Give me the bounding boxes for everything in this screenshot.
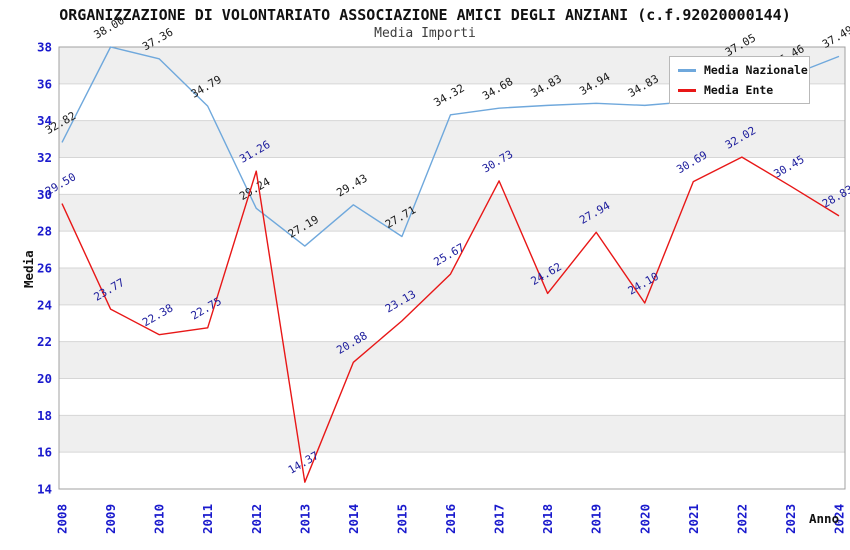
plot-frame <box>58 46 846 490</box>
y-tick-label: 32 <box>37 150 52 165</box>
chart-subtitle: Media Importi <box>374 26 476 41</box>
y-tick-label: 20 <box>37 371 52 386</box>
x-tick-label: 2008 <box>55 504 70 534</box>
y-tick-label: 24 <box>37 297 52 312</box>
x-tick-label: 2018 <box>540 504 555 534</box>
x-tick-label: 2012 <box>249 504 264 534</box>
legend-label-media-ente: Media Ente <box>704 83 774 97</box>
legend-label-media-nazionale: Media Nazionale <box>704 63 808 77</box>
y-tick-label: 14 <box>37 482 52 497</box>
point-label: 25.67 <box>432 241 467 269</box>
x-tick-label: 2024 <box>832 504 847 534</box>
x-tick-label: 2011 <box>200 504 215 534</box>
legend-item-media-nazionale: Media Nazionale <box>670 63 809 77</box>
band <box>59 120 845 158</box>
y-tick-label: 16 <box>37 445 52 460</box>
band <box>59 341 845 379</box>
band <box>59 268 845 305</box>
point-label: 34.32 <box>432 82 467 110</box>
x-tick-label: 2023 <box>783 504 798 534</box>
legend: Media Nazionale Media Ente <box>669 56 810 104</box>
x-axis-title: Anno <box>809 511 839 526</box>
x-tick-label: 2017 <box>492 504 507 534</box>
chart-title: ORGANIZZAZIONE DI VOLONTARIATO ASSOCIAZI… <box>59 6 791 24</box>
point-label: 38.00 <box>92 14 127 42</box>
legend-item-media-ente: Media Ente <box>670 83 809 97</box>
y-tick-label: 38 <box>37 40 52 55</box>
y-tick-label: 22 <box>37 334 52 349</box>
y-tick-label: 36 <box>37 76 52 91</box>
x-tick-label: 2014 <box>346 504 361 534</box>
x-tick-label: 2015 <box>394 504 409 534</box>
y-tick-label: 30 <box>37 187 52 202</box>
band <box>59 194 845 232</box>
blue-line-swatch-icon <box>678 68 696 72</box>
y-tick-label: 26 <box>37 261 52 276</box>
series-line-media-ente <box>61 156 840 483</box>
x-tick-label: 2019 <box>589 504 604 534</box>
y-axis-title: Media <box>21 250 36 288</box>
y-tick-label: 18 <box>37 408 52 423</box>
point-label: 22.38 <box>140 301 175 329</box>
band <box>59 415 845 453</box>
x-tick-label: 2009 <box>103 504 118 534</box>
x-tick-label: 2013 <box>297 504 312 534</box>
y-tick-label: 34 <box>37 113 52 128</box>
x-tick-label: 2020 <box>637 504 652 534</box>
y-tick-label: 28 <box>37 224 52 239</box>
x-tick-label: 2022 <box>734 504 749 534</box>
x-tick-label: 2021 <box>686 504 701 534</box>
red-line-swatch-icon <box>678 88 696 92</box>
x-tick-label: 2016 <box>443 504 458 534</box>
x-tick-label: 2010 <box>152 504 167 534</box>
